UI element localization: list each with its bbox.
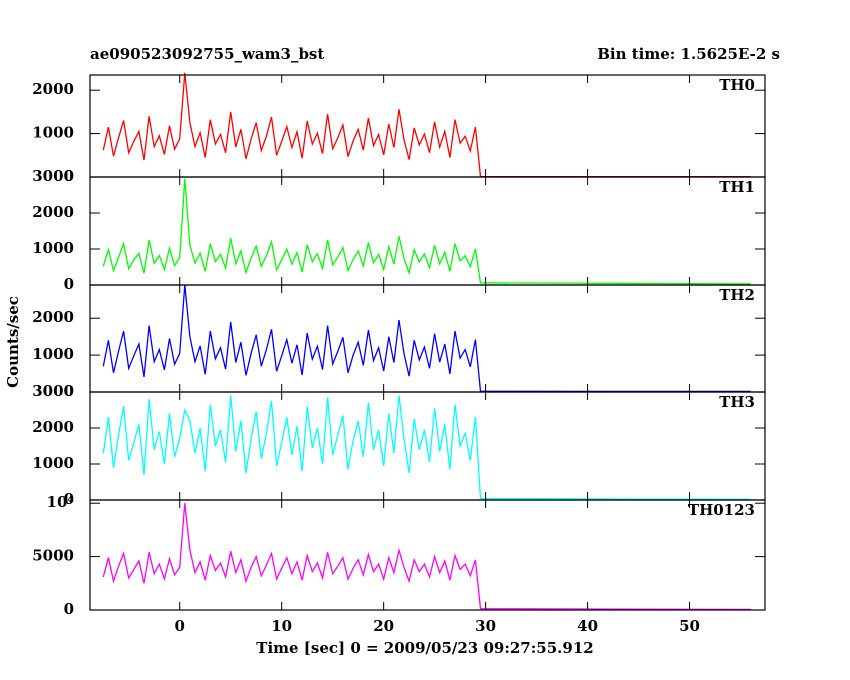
y-tick-label: 0 <box>64 600 74 618</box>
chart-title: ae090523092755_wam3_bst <box>90 45 324 63</box>
y-tick-label: 0 <box>64 382 74 400</box>
panel-frame <box>89 499 766 611</box>
y-tick-label: 2000 <box>32 203 74 221</box>
panel-label: TH0123 <box>688 501 755 519</box>
panel-label: TH0 <box>719 76 755 94</box>
y-tick-label: 0 <box>64 167 74 185</box>
y-tick-label: 2000 <box>32 418 74 436</box>
y-tick-label: 10⁴ <box>47 493 75 511</box>
panel-label: TH1 <box>719 178 755 196</box>
y-tick-label: 1000 <box>32 124 74 142</box>
x-tick-label: 50 <box>679 617 700 635</box>
data-line <box>102 178 751 285</box>
y-tick-label: 2000 <box>32 80 74 98</box>
x-axis-label: Time [sec] 0 = 2009/05/23 09:27:55.912 <box>256 639 593 657</box>
data-line <box>102 72 751 178</box>
panel-label: TH3 <box>719 393 755 411</box>
x-tick-label: 20 <box>373 617 394 635</box>
data-line <box>102 395 751 500</box>
data-line <box>102 284 751 393</box>
y-tick-label: 3000 <box>32 167 74 185</box>
panel-frame <box>89 176 766 286</box>
y-tick-label: 1000 <box>32 239 74 257</box>
x-tick-label: 30 <box>475 617 496 635</box>
y-tick-label: 3000 <box>32 382 74 400</box>
y-axis-label: Counts/sec <box>4 296 22 388</box>
x-tick-label: 10 <box>271 617 292 635</box>
y-tick-label: 1000 <box>32 345 74 363</box>
chart-subtitle: Bin time: 1.5625E-2 s <box>597 45 780 63</box>
x-tick-label: 40 <box>577 617 598 635</box>
panel-label: TH2 <box>719 286 755 304</box>
y-tick-label: 0 <box>64 490 74 508</box>
x-tick-label: 0 <box>175 617 185 635</box>
y-tick-label: 0 <box>64 275 74 293</box>
y-tick-label: 2000 <box>32 308 74 326</box>
y-tick-label: 5000 <box>32 547 74 565</box>
data-line <box>102 503 751 611</box>
y-tick-label: 1000 <box>32 454 74 472</box>
panel-frame <box>89 284 766 393</box>
